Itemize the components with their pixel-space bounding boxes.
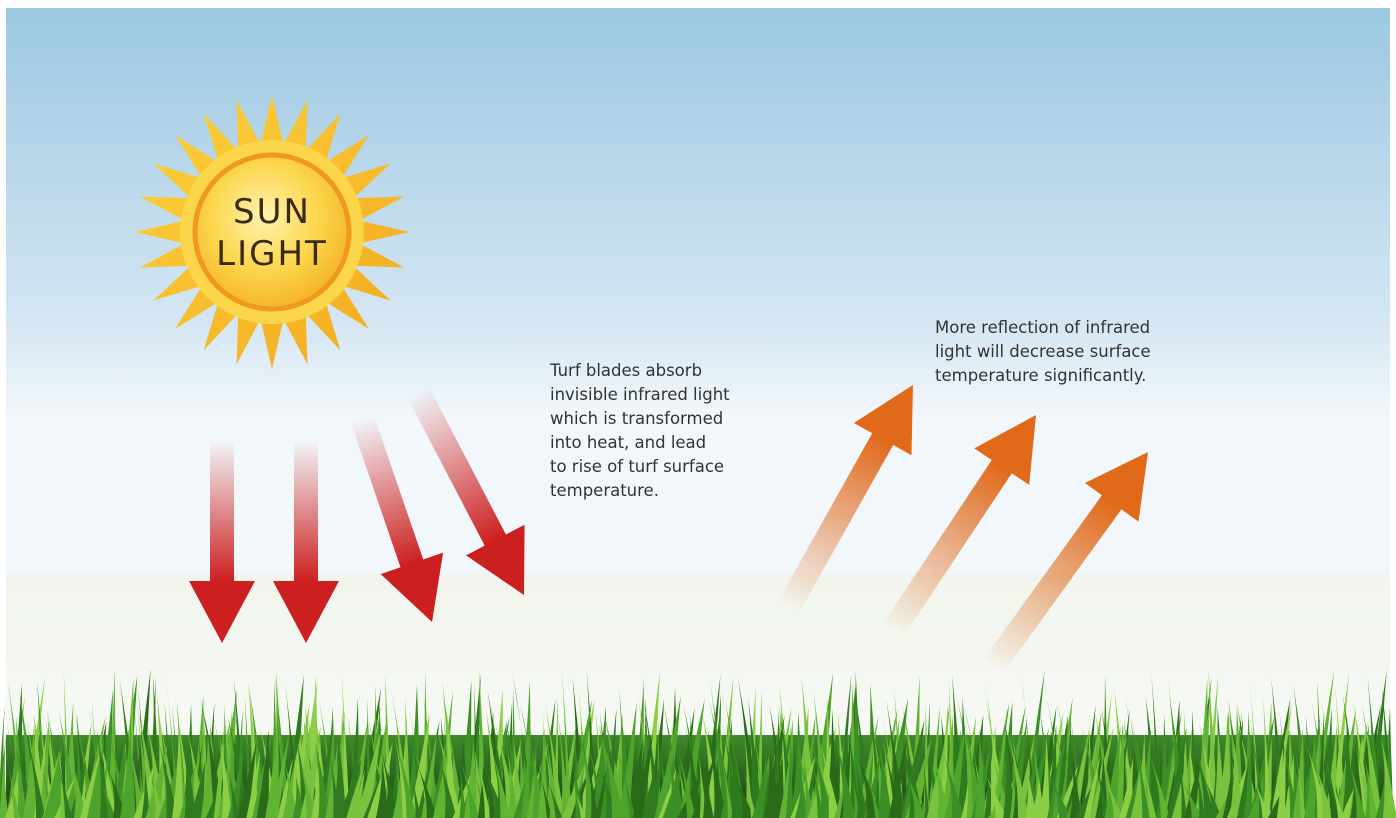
arrow-shaft	[294, 440, 318, 582]
page: SUN LIGHT Turf blades absorb invisible in…	[0, 0, 1396, 818]
absorb-note-line: Turf blades absorb	[549, 361, 702, 380]
reflect-note-line: temperature significantly.	[935, 366, 1146, 385]
scene: SUN LIGHT Turf blades absorb invisible in…	[0, 0, 1396, 818]
reflect-note-line: light will decrease surface	[935, 342, 1151, 361]
sun	[135, 95, 409, 369]
absorb-note-line: which is transformed	[550, 409, 723, 428]
sun-label: SUN	[233, 192, 311, 232]
absorb-note-line: temperature.	[550, 481, 659, 500]
absorb-note-line: invisible infrared light	[550, 385, 730, 404]
sun-core	[195, 155, 349, 309]
sun-label: LIGHT	[216, 234, 328, 274]
reflect-note-line: More reflection of infrared	[935, 318, 1150, 337]
absorb-note-line: into heat, and lead	[550, 433, 706, 452]
arrow-shaft	[210, 440, 234, 582]
absorb-note-line: to rise of turf surface	[550, 457, 724, 476]
